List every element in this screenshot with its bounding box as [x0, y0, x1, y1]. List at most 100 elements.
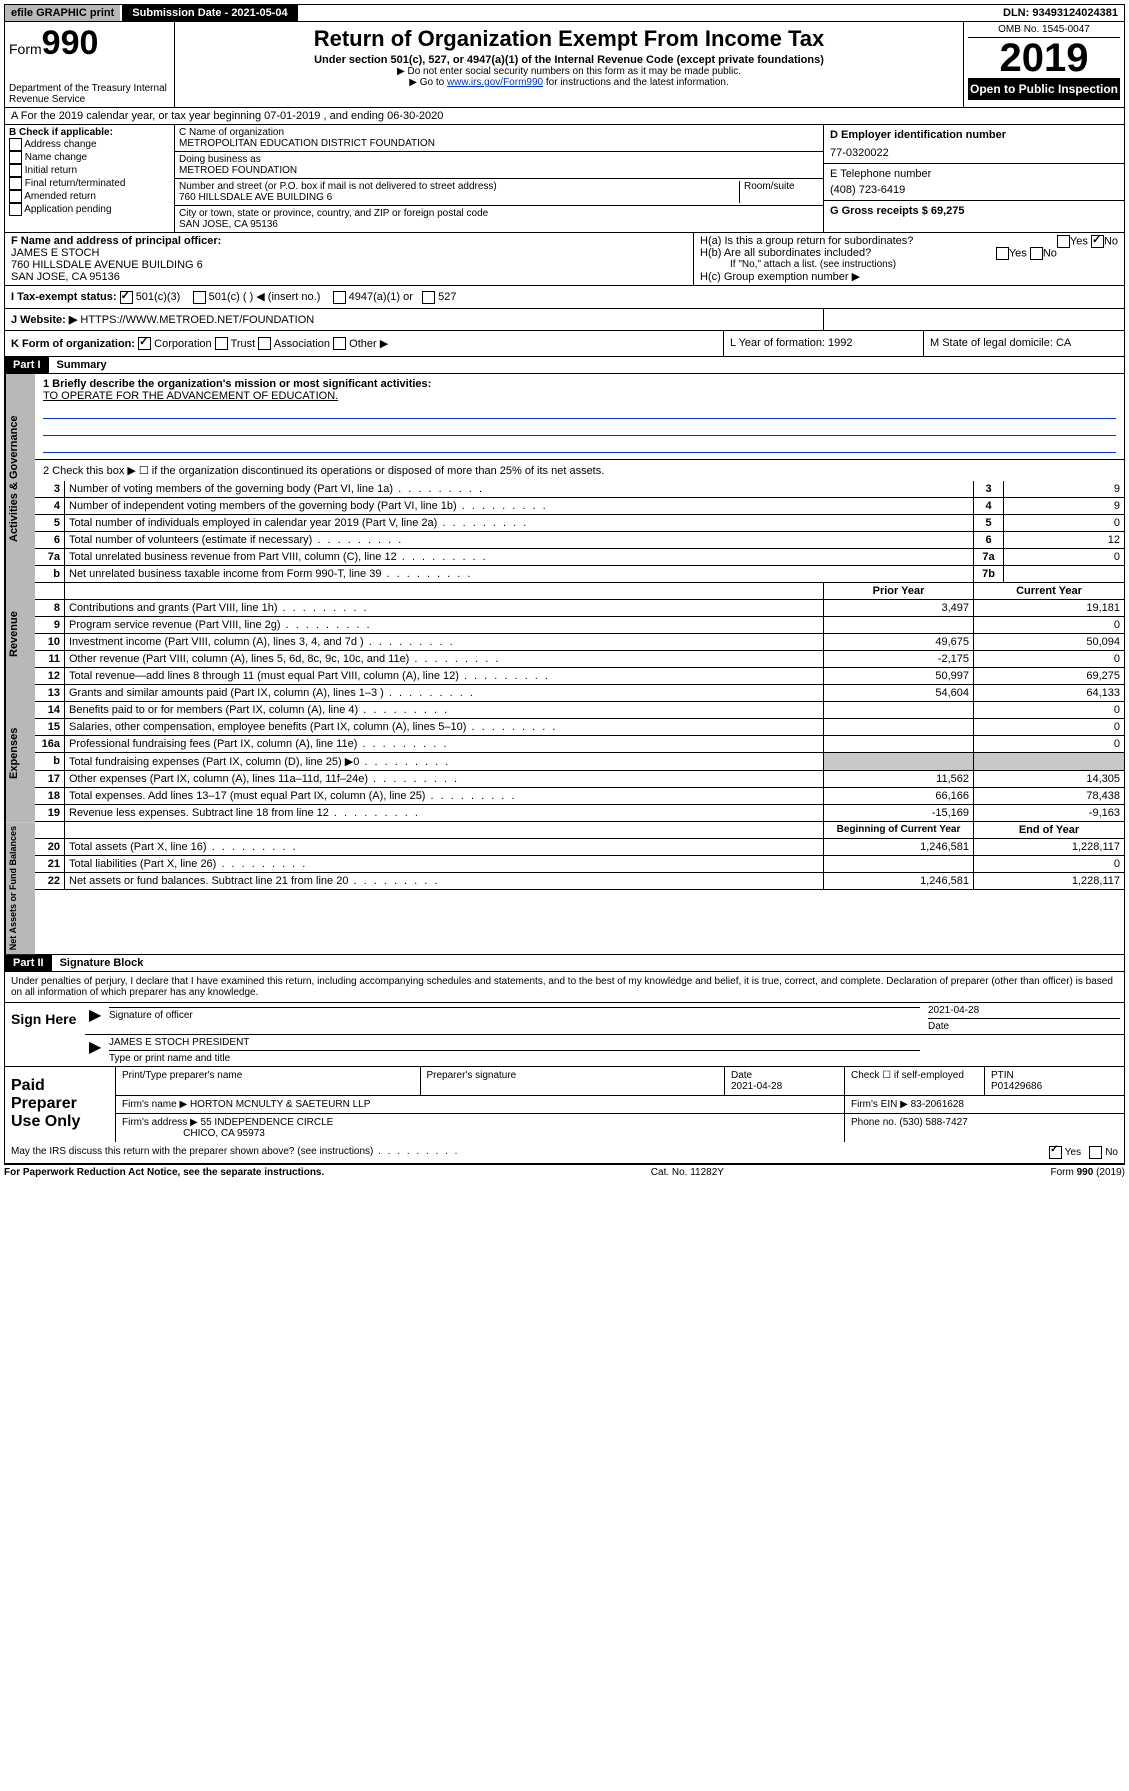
- page-footer: For Paperwork Reduction Act Notice, see …: [4, 1165, 1125, 1180]
- part1-title: Summary: [49, 357, 115, 373]
- data-row: 11Other revenue (Part VIII, column (A), …: [35, 651, 1124, 668]
- q1-answer: TO OPERATE FOR THE ADVANCEMENT OF EDUCAT…: [43, 390, 1116, 402]
- cb-corp[interactable]: [138, 337, 151, 350]
- h-c: H(c) Group exemption number ▶: [700, 270, 1118, 283]
- phone-label: E Telephone number: [830, 168, 1118, 180]
- ein-label: D Employer identification number: [830, 129, 1118, 141]
- part2-header: Part II Signature Block: [4, 955, 1125, 972]
- perjury-declaration: Under penalties of perjury, I declare th…: [5, 972, 1124, 1002]
- firm-name: HORTON MCNULTY & SAETEURN LLP: [190, 1099, 370, 1110]
- discuss-yes[interactable]: [1049, 1146, 1062, 1159]
- h-b: H(b) Are all subordinates included?: [700, 247, 871, 259]
- cb-other[interactable]: [333, 337, 346, 350]
- cb-amended[interactable]: Amended return: [9, 190, 170, 203]
- note2-pre: ▶ Go to: [409, 77, 447, 88]
- cb-name[interactable]: Name change: [9, 151, 170, 164]
- right-col: D Employer identification number 77-0320…: [824, 125, 1124, 232]
- firm-addr: 55 INDEPENDENCE CIRCLE: [201, 1117, 334, 1128]
- ha-no[interactable]: [1091, 235, 1104, 248]
- q2-checkbox-line: 2 Check this box ▶ ☐ if the organization…: [35, 460, 1124, 481]
- gov-line: bNet unrelated business taxable income f…: [35, 566, 1124, 583]
- data-row: 16aProfessional fundraising fees (Part I…: [35, 736, 1124, 753]
- part1-header: Part I Summary: [4, 357, 1125, 374]
- tax-period: A For the 2019 calendar year, or tax yea…: [4, 108, 1125, 125]
- note-link: ▶ Go to www.irs.gov/Form990 for instruct…: [179, 77, 959, 88]
- cb-527[interactable]: [422, 291, 435, 304]
- dln: DLN: 93493124024381: [997, 5, 1124, 21]
- revenue-tab: Revenue: [5, 583, 35, 685]
- cb-trust[interactable]: [215, 337, 228, 350]
- netassets-section: Net Assets or Fund Balances Beginning of…: [4, 822, 1125, 955]
- discuss-no[interactable]: [1089, 1146, 1102, 1159]
- website-row: J Website: ▶ HTTPS://WWW.METROED.NET/FOU…: [4, 309, 1125, 331]
- year-box: OMB No. 1545-0047 2019 Open to Public In…: [964, 22, 1124, 107]
- prior-year-label: Prior Year: [824, 583, 974, 599]
- begin-year-label: Beginning of Current Year: [824, 822, 974, 838]
- tax-status-label: I Tax-exempt status:: [11, 291, 117, 303]
- org-info-row: B Check if applicable: Address change Na…: [4, 125, 1125, 233]
- note-ssn: ▶ Do not enter social security numbers o…: [179, 66, 959, 77]
- hb-yes[interactable]: [996, 247, 1009, 260]
- mission-block: 1 Briefly describe the organization's mi…: [35, 374, 1124, 460]
- phone-value: (408) 723-6419: [830, 184, 1118, 196]
- ptin-label: PTIN: [991, 1070, 1014, 1081]
- h-b-note: If "No," attach a list. (see instruction…: [700, 259, 1118, 270]
- state-domicile: M State of legal domicile: CA: [924, 331, 1124, 357]
- efile-badge[interactable]: efile GRAPHIC print: [5, 5, 120, 21]
- date-label: Date: [928, 1021, 949, 1032]
- part2-title: Signature Block: [52, 955, 152, 971]
- principal-row: F Name and address of principal officer:…: [4, 233, 1125, 286]
- klm-row: K Form of organization: Corporation Trus…: [4, 331, 1125, 358]
- website-value[interactable]: HTTPS://WWW.METROED.NET/FOUNDATION: [77, 314, 314, 326]
- revenue-header: Prior Year Current Year: [35, 583, 1124, 600]
- hb-no[interactable]: [1030, 247, 1043, 260]
- gov-line: 3Number of voting members of the governi…: [35, 481, 1124, 498]
- preparer-name-label: Print/Type preparer's name: [122, 1070, 242, 1081]
- dba-label: Doing business as: [179, 154, 819, 165]
- form-title: Return of Organization Exempt From Incom…: [179, 26, 959, 52]
- data-row: 13Grants and similar amounts paid (Part …: [35, 685, 1124, 702]
- cb-501c3[interactable]: [120, 291, 133, 304]
- data-row: 21Total liabilities (Part X, line 26)0: [35, 856, 1124, 873]
- netassets-header: Beginning of Current Year End of Year: [35, 822, 1124, 839]
- note2-post: for instructions and the latest informat…: [543, 77, 729, 88]
- org-name: METROPOLITAN EDUCATION DISTRICT FOUNDATI…: [179, 138, 819, 149]
- firm-phone: (530) 588-7427: [899, 1117, 967, 1128]
- irs-link[interactable]: www.irs.gov/Form990: [447, 77, 543, 88]
- q1-label: 1 Briefly describe the organization's mi…: [43, 378, 431, 390]
- cb-501c[interactable]: [193, 291, 206, 304]
- footer-left: For Paperwork Reduction Act Notice, see …: [4, 1167, 324, 1178]
- cb-assoc[interactable]: [258, 337, 271, 350]
- self-employed-check[interactable]: Check ☐ if self-employed: [844, 1067, 984, 1095]
- data-row: 14Benefits paid to or for members (Part …: [35, 702, 1124, 719]
- tax-year: 2019: [968, 38, 1120, 78]
- part1-badge: Part I: [5, 357, 49, 373]
- cb-initial[interactable]: Initial return: [9, 164, 170, 177]
- sign-here-label: Sign Here: [5, 1003, 85, 1066]
- org-name-label: C Name of organization: [179, 127, 819, 138]
- ein-value: 77-0320022: [830, 147, 1118, 159]
- gov-line: 5Total number of individuals employed in…: [35, 515, 1124, 532]
- footer-cat: Cat. No. 11282Y: [651, 1167, 724, 1178]
- revenue-section: Revenue Prior Year Current Year 8Contrib…: [4, 583, 1125, 685]
- gross-receipts: G Gross receipts $ 69,275: [830, 205, 1118, 217]
- data-row: 19Revenue less expenses. Subtract line 1…: [35, 805, 1124, 822]
- ha-yes[interactable]: [1057, 235, 1070, 248]
- principal-name: JAMES E STOCH: [11, 247, 687, 259]
- form-org: K Form of organization: Corporation Trus…: [5, 331, 724, 357]
- data-row: 20Total assets (Part X, line 16)1,246,58…: [35, 839, 1124, 856]
- form-word: Form: [9, 41, 42, 57]
- submission-date: Submission Date - 2021-05-04: [122, 5, 297, 21]
- cb-pending[interactable]: Application pending: [9, 203, 170, 216]
- city-value: SAN JOSE, CA 95136: [179, 219, 819, 230]
- data-row: 17Other expenses (Part IX, column (A), l…: [35, 771, 1124, 788]
- principal-addr: 760 HILLSDALE AVENUE BUILDING 6: [11, 259, 687, 271]
- principal-city: SAN JOSE, CA 95136: [11, 271, 687, 283]
- cb-final[interactable]: Final return/terminated: [9, 177, 170, 190]
- h-a: H(a) Is this a group return for subordin…: [700, 235, 913, 247]
- preparer-sig-label: Preparer's signature: [427, 1070, 517, 1081]
- cb-4947[interactable]: [333, 291, 346, 304]
- data-row: 10Investment income (Part VIII, column (…: [35, 634, 1124, 651]
- check-b-label: B Check if applicable:: [9, 127, 170, 138]
- cb-address[interactable]: Address change: [9, 138, 170, 151]
